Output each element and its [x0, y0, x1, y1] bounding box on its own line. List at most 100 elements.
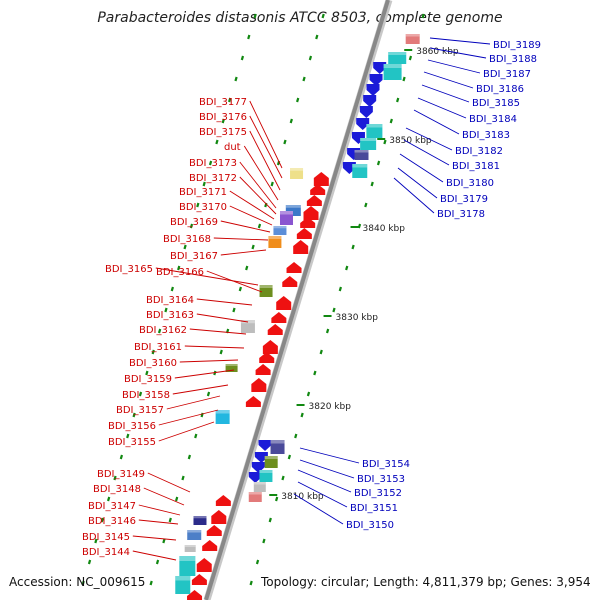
- forward-gene-arrow: [206, 525, 222, 536]
- left-gene-label: BDI_3163: [146, 310, 194, 321]
- left-leader-line: [132, 535, 177, 541]
- left-leader-line: [143, 487, 185, 506]
- gene-box-body: [405, 34, 420, 44]
- left-gene-label: BDI_3147: [88, 501, 136, 512]
- left-leader-line: [174, 369, 235, 379]
- right-leader-line: [421, 84, 470, 103]
- gene-box: [273, 226, 287, 235]
- gene-box: [270, 440, 285, 454]
- tick-mark-far: [240, 55, 245, 61]
- gene-box-body: [259, 470, 273, 482]
- tick-mark-outer: [351, 244, 355, 250]
- gene-box-body: [354, 150, 369, 160]
- reverse-gene-arrow: [248, 472, 262, 483]
- gene-box-body: [215, 410, 230, 424]
- left-leader-line: [239, 176, 277, 215]
- left-gene-label: BDI_3146: [88, 516, 136, 527]
- gene-box-body: [352, 164, 368, 178]
- tick-mark-outer: [268, 517, 272, 523]
- left-gene-label: BDI_3161: [134, 342, 182, 353]
- gene-box: [354, 150, 369, 160]
- right-leader-line: [297, 481, 348, 508]
- forward-gene-arrow: [191, 574, 207, 585]
- forward-gene-arrow: [211, 510, 227, 524]
- reverse-gene-arrow: [369, 74, 383, 86]
- scale-label: 3810 kbp: [281, 492, 324, 502]
- right-gene-label: BDI_3178: [437, 209, 485, 220]
- left-gene-label: BDI_3168: [163, 234, 211, 245]
- gene-box-shine: [383, 64, 402, 68]
- left-gene-label: BDI_3169: [170, 217, 218, 228]
- gene-box-body: [366, 124, 383, 138]
- right-leader-line: [427, 59, 481, 74]
- right-leader-line: [405, 127, 453, 151]
- left-leader-line: [132, 550, 177, 561]
- tick-mark-far: [215, 139, 219, 145]
- gene-box-shine: [184, 545, 196, 547]
- gene-box-shine: [248, 492, 262, 495]
- gene-box: [264, 456, 278, 468]
- tick-mark-inner: [181, 475, 185, 481]
- gene-box-shine: [187, 530, 202, 533]
- left-gene-label: BDI_3166: [156, 267, 204, 278]
- tick-mark-far: [221, 118, 225, 124]
- gene-box-body: [270, 440, 285, 454]
- forward-gene-arrow: [276, 296, 292, 310]
- gene-box: [388, 52, 407, 64]
- tick-mark-far: [208, 160, 213, 166]
- tick-mark-outer: [281, 475, 285, 481]
- left-leader-line: [249, 100, 283, 169]
- left-leader-line: [155, 267, 259, 286]
- left-leader-line: [220, 249, 267, 256]
- tick-mark-far: [196, 202, 200, 208]
- tick-mark-inner: [308, 55, 313, 61]
- tick-mark-far: [157, 328, 162, 334]
- gene-box-shine: [270, 440, 285, 444]
- tick-mark-inner: [321, 13, 325, 19]
- gene-box: [268, 236, 282, 248]
- backbone-line: [204, 0, 390, 600]
- right-gene-label: BDI_3185: [472, 98, 520, 109]
- tick-mark-outer: [376, 160, 381, 166]
- right-leader-line: [429, 37, 491, 45]
- tick-mark-inner: [245, 265, 249, 271]
- left-gene-label: BDI_3162: [139, 325, 187, 336]
- tick-mark-inner: [296, 97, 300, 103]
- tick-mark-inner: [174, 496, 179, 502]
- right-leader-line: [299, 459, 355, 479]
- gene-box-body: [290, 168, 304, 179]
- tick-mark-outer: [255, 559, 260, 565]
- tick-mark-far: [151, 349, 155, 355]
- gene-box-shine: [290, 168, 304, 171]
- right-gene-label: BDI_3182: [455, 146, 503, 157]
- forward-gene-arrow: [259, 352, 275, 363]
- gene-box-body: [273, 226, 287, 235]
- gene-box-shine: [388, 52, 407, 55]
- tick-mark-outer: [383, 139, 387, 145]
- tick-mark-inner: [194, 433, 198, 439]
- left-gene-label: BDI_3167: [170, 251, 218, 262]
- forward-gene-arrow: [245, 396, 261, 407]
- gene-box: [285, 205, 301, 216]
- tick-mark-inner: [232, 307, 236, 313]
- tick-mark-far: [234, 76, 238, 82]
- right-leader-line: [397, 167, 438, 199]
- reverse-gene-arrow: [254, 452, 268, 463]
- gene-box-shine: [179, 556, 196, 561]
- gene-box: [290, 168, 304, 179]
- left-gene-label: BDI_3171: [179, 187, 227, 198]
- left-leader-line: [138, 504, 181, 516]
- right-gene-label: BDI_3189: [493, 40, 541, 51]
- tick-mark-far: [183, 244, 187, 250]
- gene-box-shine: [175, 576, 191, 581]
- gene-box: [179, 556, 196, 576]
- reverse-gene-arrow: [251, 462, 265, 473]
- right-leader-line: [299, 447, 360, 464]
- gene-box-shine: [279, 211, 293, 215]
- tick-mark-inner: [257, 223, 262, 229]
- right-gene-label: BDI_3151: [350, 503, 398, 514]
- gene-box-body: [383, 64, 402, 80]
- gene-box: [225, 364, 238, 372]
- gene-box-shine: [259, 470, 273, 473]
